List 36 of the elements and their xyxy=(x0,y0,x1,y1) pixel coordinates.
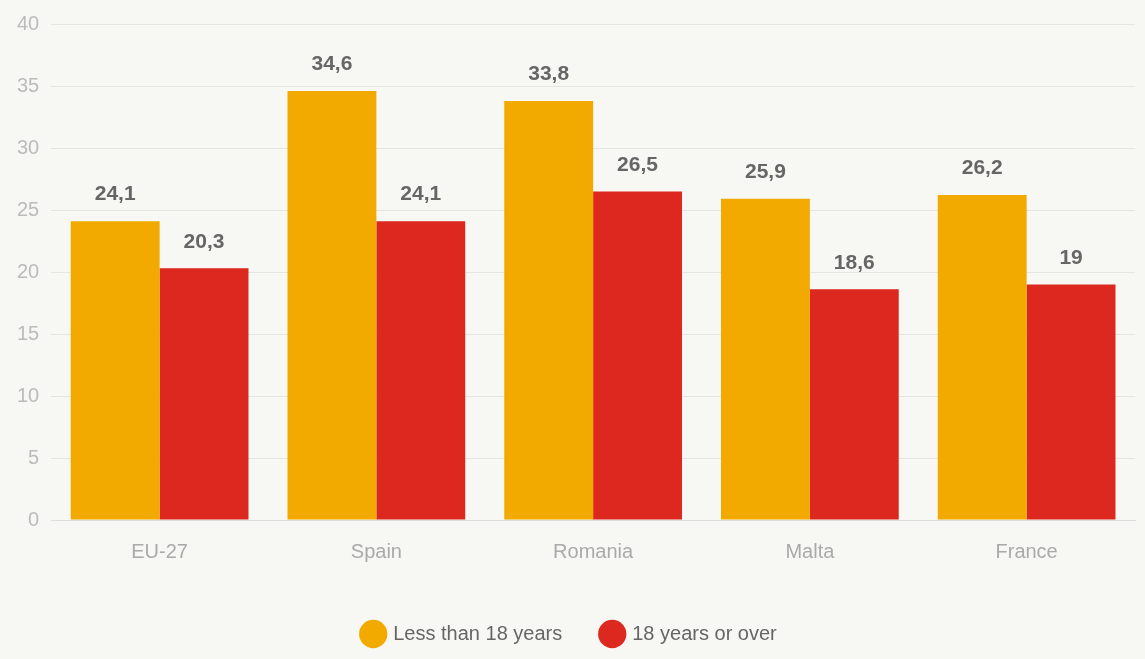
bar xyxy=(937,195,1027,520)
data-label: 33,8 xyxy=(528,61,570,85)
data-label: 34,6 xyxy=(311,51,353,75)
bar xyxy=(593,191,682,520)
bar xyxy=(721,198,810,520)
y-tick-label: 35 xyxy=(17,73,40,96)
y-tick-label: 10 xyxy=(17,383,40,406)
x-tick-label: France xyxy=(995,539,1058,562)
data-label: 24,1 xyxy=(94,181,136,205)
data-label: 24,1 xyxy=(400,181,442,205)
data-label: 18,6 xyxy=(833,249,875,273)
data-label: 25,9 xyxy=(745,159,786,183)
bar xyxy=(809,289,899,520)
y-tick-label: 40 xyxy=(17,11,40,34)
y-tick-label: 0 xyxy=(28,507,40,530)
bar xyxy=(504,100,594,520)
y-tick-label: 5 xyxy=(28,445,40,468)
legend-label: 18 years or over xyxy=(632,621,778,644)
bar xyxy=(159,268,249,520)
x-tick-label: EU-27 xyxy=(131,539,188,562)
x-tick-label: Malta xyxy=(785,539,836,562)
x-tick-label: Romania xyxy=(553,539,635,562)
bar xyxy=(287,90,377,520)
x-tick-label: Spain xyxy=(350,539,402,562)
bar xyxy=(70,221,160,520)
y-tick-label: 30 xyxy=(17,135,40,158)
data-label: 26,5 xyxy=(617,151,659,175)
y-tick-label: 20 xyxy=(17,259,40,282)
data-label: 20,3 xyxy=(183,228,225,252)
data-label: 26,2 xyxy=(961,155,1003,179)
data-label: 19 xyxy=(1059,244,1083,268)
y-tick-label: 15 xyxy=(17,321,40,344)
bar xyxy=(1026,284,1116,520)
legend-label: Less than 18 years xyxy=(393,621,563,644)
y-tick-label: 25 xyxy=(17,197,40,220)
bar xyxy=(376,221,466,520)
